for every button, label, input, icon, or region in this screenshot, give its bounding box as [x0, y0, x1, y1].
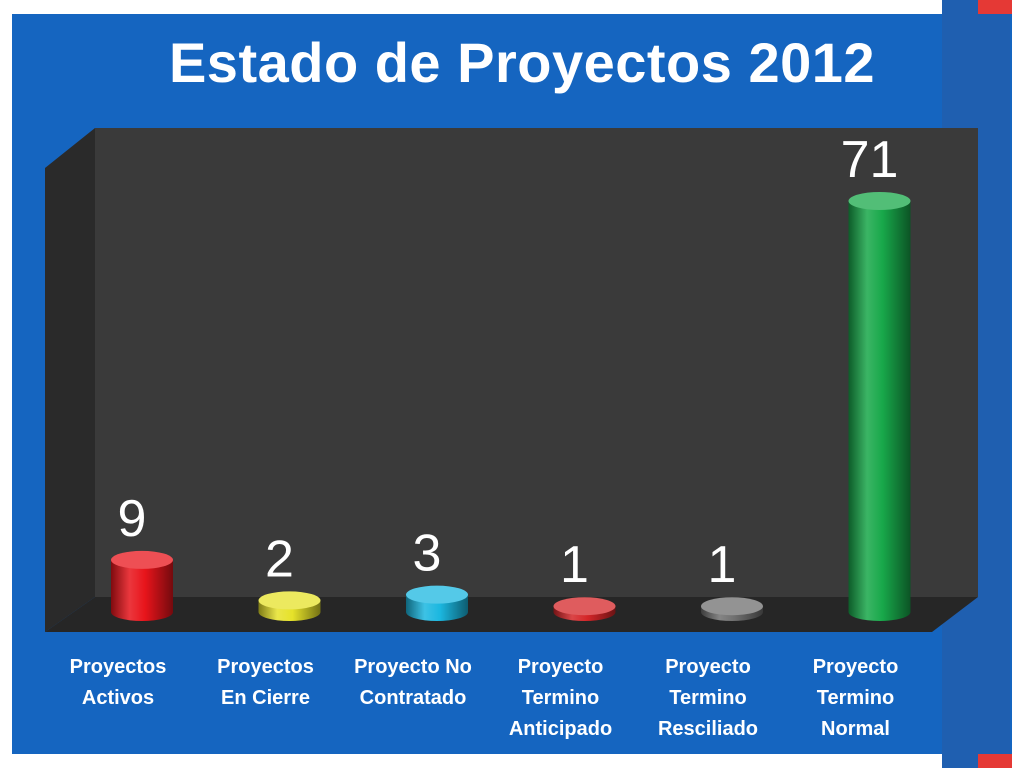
chart-category-label: Proyecto Termino Resciliado — [658, 656, 758, 740]
chart-bar-top — [258, 591, 321, 610]
chart-bar-top — [406, 585, 468, 604]
chart-category-labels: Proyectos Activos Proyectos En Cierre Proyec… — [70, 656, 899, 740]
slide-title: Estado de Proyectos 2012 — [168, 31, 876, 94]
chart-value-labels: 9 2 3 1 1 71 — [118, 131, 899, 594]
chart-value-label: 2 — [265, 530, 294, 588]
chart-back-wall — [95, 128, 978, 597]
chart-bars — [111, 192, 911, 621]
chart-bar-4 — [701, 597, 763, 621]
chart-side-wall — [45, 128, 95, 632]
chart-value-label: 1 — [708, 536, 737, 594]
edge-white-margin — [1012, 0, 1024, 768]
chart-category-label: Proyecto No Contratado — [354, 656, 472, 709]
chart-bar-0 — [111, 550, 173, 621]
chart-bar-5 — [848, 192, 911, 621]
edge-accent-top — [978, 0, 1014, 14]
chart-category-label: Proyectos En Cierre — [217, 656, 314, 709]
chart-bar-body — [848, 201, 911, 621]
chart-bar-2 — [406, 585, 468, 621]
edge-accent-bottom — [978, 754, 1014, 768]
chart-bar-3 — [553, 597, 616, 621]
chart-value-label: 71 — [841, 131, 899, 189]
chart-bar-top — [701, 597, 763, 616]
chart-value-label: 1 — [560, 536, 589, 594]
chart-bar-top — [553, 597, 616, 616]
chart-bar-top — [111, 550, 173, 569]
chart-bar-top — [848, 192, 911, 210]
chart-bar-1 — [258, 591, 321, 621]
chart-plot-area — [45, 128, 978, 632]
chart-category-label: Proyecto Termino Anticipado — [509, 656, 612, 740]
chart-value-label: 9 — [118, 490, 147, 548]
chart-category-label: Proyectos Activos — [70, 656, 167, 709]
chart-bar-body — [111, 559, 173, 621]
chart-category-label: Proyecto Termino Normal — [813, 656, 899, 740]
chart-floor — [45, 597, 978, 632]
chart-value-label: 3 — [413, 525, 442, 583]
